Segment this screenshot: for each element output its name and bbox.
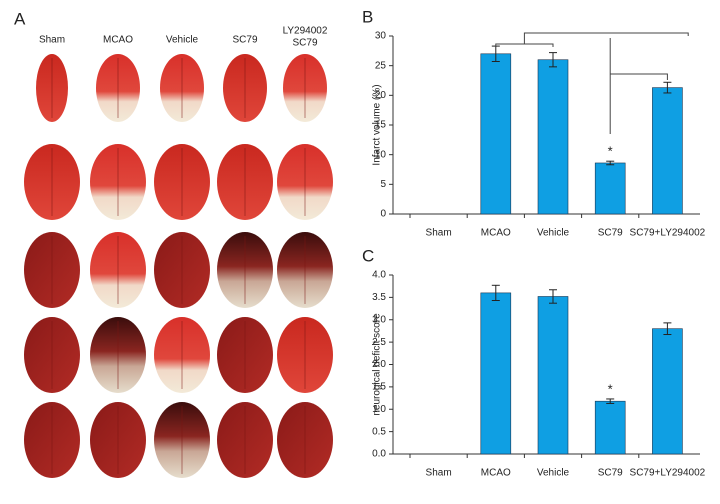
column-label: SC79 xyxy=(232,35,257,46)
y-tick-label: 1.5 xyxy=(372,382,386,393)
y-tick-label: 0 xyxy=(380,209,386,220)
column-label: Vehicle xyxy=(166,35,199,46)
y-tick-label: 5 xyxy=(380,179,386,190)
bar xyxy=(480,292,512,455)
y-tick-label: 2.0 xyxy=(372,359,386,370)
y-tick-label: 0.0 xyxy=(372,449,386,460)
panel-label: A xyxy=(14,9,26,28)
significance-marker: * xyxy=(608,144,613,159)
y-tick-label: 4.0 xyxy=(372,270,386,281)
y-tick-label: 1.0 xyxy=(372,404,386,415)
x-tick-label: Vehicle xyxy=(537,468,570,479)
y-tick-label: 20 xyxy=(375,90,387,101)
y-axis-label: Infarct volume (%) xyxy=(372,84,383,165)
column-label: SC79 xyxy=(292,38,317,49)
panel-label: C xyxy=(362,246,374,265)
column-label: Sham xyxy=(39,35,65,46)
column-label: LY294002 xyxy=(283,26,328,37)
x-tick-label: Sham xyxy=(426,468,452,479)
x-tick-label: Sham xyxy=(426,228,452,239)
bar xyxy=(594,400,626,455)
significance-marker: * xyxy=(608,381,613,396)
bar xyxy=(652,328,683,455)
column-label: MCAO xyxy=(103,35,133,46)
x-tick-label: SC79 xyxy=(598,468,623,479)
y-axis-label: neurogical deficit score xyxy=(372,313,383,416)
y-tick-label: 0.5 xyxy=(372,426,386,437)
x-tick-label: Vehicle xyxy=(537,228,570,239)
y-tick-label: 3.0 xyxy=(372,314,386,325)
bar xyxy=(594,162,626,215)
bar xyxy=(480,53,512,215)
bar xyxy=(537,59,569,215)
comparison-bracket xyxy=(609,38,668,134)
panel-label: B xyxy=(362,7,373,26)
bar xyxy=(652,87,683,215)
bar xyxy=(537,296,569,455)
y-tick-label: 3.5 xyxy=(372,292,386,303)
y-tick-label: 25 xyxy=(375,60,387,71)
y-tick-label: 30 xyxy=(375,31,387,42)
x-tick-label: MCAO xyxy=(481,468,511,479)
y-tick-label: 2.5 xyxy=(372,337,386,348)
y-tick-label: 10 xyxy=(375,149,387,160)
x-tick-label: SC79+LY294002 xyxy=(630,228,706,239)
x-tick-label: SC79 xyxy=(598,228,623,239)
comparison-bracket xyxy=(495,32,689,47)
x-tick-label: MCAO xyxy=(481,228,511,239)
x-tick-label: SC79+LY294002 xyxy=(630,468,706,479)
y-tick-label: 15 xyxy=(375,120,387,131)
